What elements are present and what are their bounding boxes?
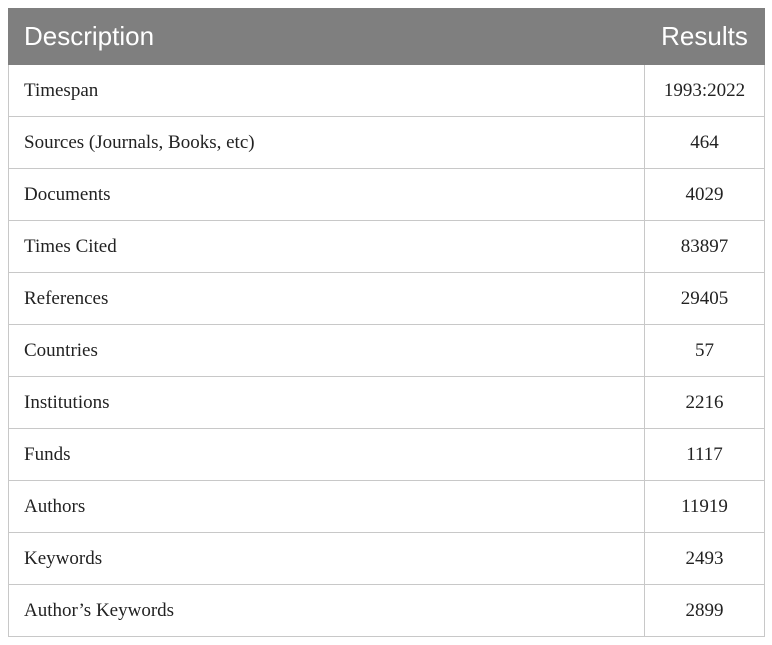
row-description: Countries (8, 324, 645, 377)
header-results: Results (644, 8, 765, 65)
row-result: 11919 (644, 480, 765, 533)
row-description: Author’s Keywords (8, 584, 645, 637)
summary-table: Description Results Timespan 1993:2022 S… (8, 8, 765, 637)
row-description: Authors (8, 480, 645, 533)
row-result: 83897 (644, 220, 765, 273)
row-description: Documents (8, 168, 645, 221)
row-description: Timespan (8, 64, 645, 117)
row-result: 4029 (644, 168, 765, 221)
table-row: References 29405 (8, 272, 765, 325)
row-description: Keywords (8, 532, 645, 585)
row-description: Times Cited (8, 220, 645, 273)
row-result: 2493 (644, 532, 765, 585)
table-row: Institutions 2216 (8, 376, 765, 429)
row-description: Sources (Journals, Books, etc) (8, 116, 645, 169)
table-row: Times Cited 83897 (8, 220, 765, 273)
table-row: Documents 4029 (8, 168, 765, 221)
row-result: 1117 (644, 428, 765, 481)
header-row: Description Results (8, 8, 765, 65)
row-description: Institutions (8, 376, 645, 429)
row-description: References (8, 272, 645, 325)
row-result: 57 (644, 324, 765, 377)
row-result: 1993:2022 (644, 64, 765, 117)
table-row: Keywords 2493 (8, 532, 765, 585)
row-result: 2216 (644, 376, 765, 429)
row-description: Funds (8, 428, 645, 481)
row-result: 464 (644, 116, 765, 169)
row-result: 29405 (644, 272, 765, 325)
table-row: Authors 11919 (8, 480, 765, 533)
header-description: Description (8, 8, 645, 65)
table-row: Author’s Keywords 2899 (8, 584, 765, 637)
table-body: Timespan 1993:2022 Sources (Journals, Bo… (8, 64, 765, 637)
table-row: Timespan 1993:2022 (8, 64, 765, 117)
table-row: Funds 1117 (8, 428, 765, 481)
row-result: 2899 (644, 584, 765, 637)
table-header: Description Results (8, 8, 765, 65)
table-row: Countries 57 (8, 324, 765, 377)
summary-table-container: Description Results Timespan 1993:2022 S… (8, 8, 765, 637)
table-row: Sources (Journals, Books, etc) 464 (8, 116, 765, 169)
